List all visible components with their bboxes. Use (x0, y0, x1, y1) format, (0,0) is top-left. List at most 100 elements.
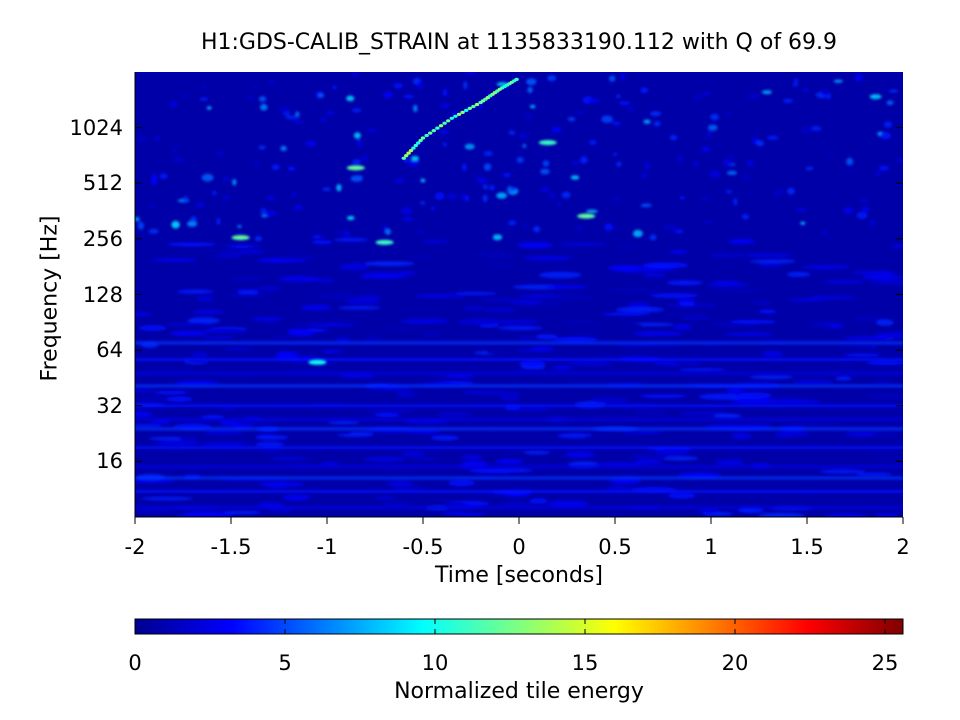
tile (889, 244, 903, 248)
tile (667, 492, 696, 499)
tile (502, 172, 512, 178)
tile (193, 308, 224, 314)
tile (557, 242, 607, 247)
tile (628, 453, 667, 461)
tile (700, 196, 710, 200)
tile (217, 374, 250, 379)
line-70hz (135, 341, 903, 345)
tile (492, 234, 503, 241)
tile (579, 156, 588, 164)
tile (380, 501, 414, 508)
tile (601, 115, 613, 123)
hot-spot-3 (577, 213, 596, 219)
tile (640, 87, 649, 94)
tile (353, 132, 361, 139)
tile (224, 347, 253, 351)
tile (165, 322, 212, 327)
tile (242, 454, 281, 458)
tile (421, 239, 450, 244)
tile (557, 201, 562, 206)
tile (255, 435, 289, 440)
tile (519, 360, 546, 367)
tile (725, 388, 745, 393)
y-tick-label: 16 (96, 449, 123, 474)
tile (496, 325, 544, 331)
tile (673, 324, 692, 330)
tile (827, 152, 835, 157)
tile (669, 250, 688, 254)
tile (523, 450, 550, 455)
tile (166, 396, 193, 402)
tile (612, 121, 621, 126)
tile (229, 277, 263, 281)
tile (200, 441, 249, 448)
tile (873, 513, 899, 517)
tile (438, 130, 450, 134)
tile (482, 307, 516, 313)
tile (856, 211, 868, 220)
tile (617, 243, 639, 249)
tile (359, 272, 407, 279)
chirp-pixel (404, 154, 409, 158)
tile (191, 313, 216, 318)
tile (724, 457, 744, 461)
tile (607, 265, 644, 272)
tile (619, 323, 643, 328)
tile (442, 142, 447, 147)
tile (860, 199, 869, 203)
tile (199, 97, 209, 101)
tile (538, 271, 582, 279)
x-tick-label: 1 (704, 535, 718, 559)
tile (518, 133, 528, 138)
tile (574, 225, 584, 232)
tile (824, 513, 868, 517)
tile (729, 319, 777, 324)
tile (611, 197, 622, 201)
hot-spot-5 (538, 140, 557, 146)
tile (338, 263, 370, 271)
tile (334, 338, 352, 342)
tile (224, 293, 273, 298)
tile (508, 130, 516, 135)
line-48hz (135, 371, 903, 375)
tile (319, 116, 327, 123)
tile (635, 460, 663, 464)
tile (612, 152, 618, 156)
tile (476, 177, 488, 184)
tile (407, 160, 420, 166)
tile (385, 327, 418, 331)
tile (666, 280, 703, 286)
tile (266, 196, 276, 201)
tile (222, 195, 230, 199)
tile (735, 392, 772, 399)
tile (305, 140, 316, 147)
tile (336, 184, 342, 192)
tile (876, 319, 894, 326)
line-13hz (135, 476, 903, 480)
tile (455, 291, 497, 296)
chirp-pixel (442, 121, 447, 125)
tile (148, 228, 159, 234)
tile (774, 432, 810, 436)
tile (821, 88, 830, 96)
tile (670, 226, 680, 232)
tile (801, 265, 851, 270)
tile (374, 496, 396, 500)
tile (615, 94, 621, 99)
tile (423, 331, 441, 338)
tile (201, 82, 207, 90)
tile (553, 336, 599, 343)
tile (135, 388, 156, 393)
tile (851, 270, 874, 275)
line-41hz (135, 384, 903, 388)
line-9hz (135, 506, 903, 509)
tile (473, 252, 518, 259)
tile (232, 179, 237, 186)
tile (168, 101, 179, 108)
line-57hz (135, 357, 903, 361)
tile (540, 187, 550, 193)
tile (636, 430, 662, 435)
tile (256, 286, 282, 290)
tile (155, 440, 200, 447)
